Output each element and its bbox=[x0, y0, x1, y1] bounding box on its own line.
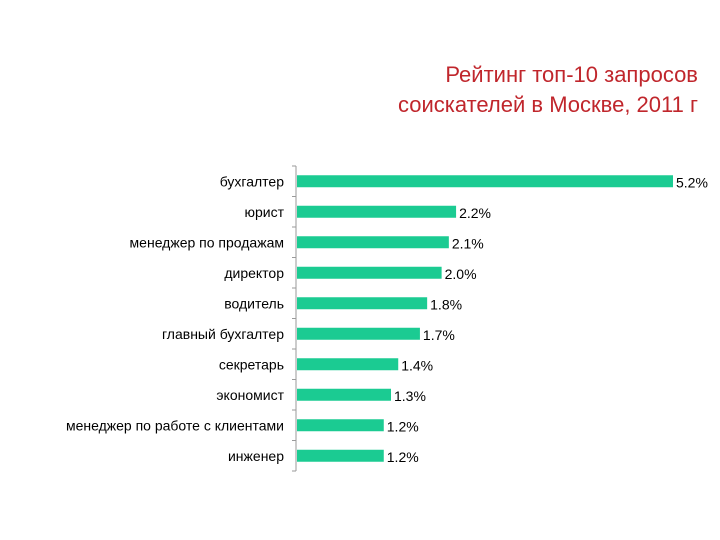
category-label: инженер bbox=[228, 448, 284, 464]
value-label: 1.2% bbox=[387, 449, 419, 465]
bar-7 bbox=[297, 358, 399, 371]
chart-title-line-1: Рейтинг топ-10 запросов bbox=[445, 62, 698, 87]
value-label: 1.4% bbox=[401, 357, 433, 373]
category-label: экономист bbox=[216, 387, 284, 403]
value-label: 1.2% bbox=[387, 418, 419, 434]
bar-5 bbox=[297, 297, 428, 310]
value-label: 2.1% bbox=[452, 235, 484, 251]
category-label: менеджер по работе с клиентами bbox=[66, 417, 284, 433]
bar-2 bbox=[297, 205, 457, 218]
bar-4 bbox=[297, 266, 442, 279]
value-label: 2.0% bbox=[445, 266, 477, 282]
category-label: менеджер по продажам bbox=[130, 234, 284, 250]
category-label: главный бухгалтер bbox=[162, 326, 284, 342]
bar-3 bbox=[297, 236, 449, 249]
value-label: 1.8% bbox=[430, 296, 462, 312]
category-label: водитель bbox=[224, 295, 284, 311]
chart-title: Рейтинг топ-10 запросов соискателей в Мо… bbox=[278, 60, 698, 120]
bar-6 bbox=[297, 327, 420, 340]
category-label: юрист bbox=[244, 204, 284, 220]
chart-title-line-2: соискателей в Москве, 2011 г bbox=[397, 92, 698, 117]
bar-8 bbox=[297, 388, 391, 401]
category-label: директор bbox=[224, 265, 284, 281]
category-label: секретарь bbox=[219, 356, 284, 372]
bar-9 bbox=[297, 419, 384, 432]
value-label: 1.3% bbox=[394, 388, 426, 404]
category-label: бухгалтер bbox=[220, 173, 285, 189]
bar-10 bbox=[297, 449, 384, 462]
bar-1 bbox=[297, 175, 673, 188]
value-label: 1.7% bbox=[423, 327, 455, 343]
value-label: 2.2% bbox=[459, 205, 491, 221]
value-label: 5.2% bbox=[676, 174, 708, 190]
